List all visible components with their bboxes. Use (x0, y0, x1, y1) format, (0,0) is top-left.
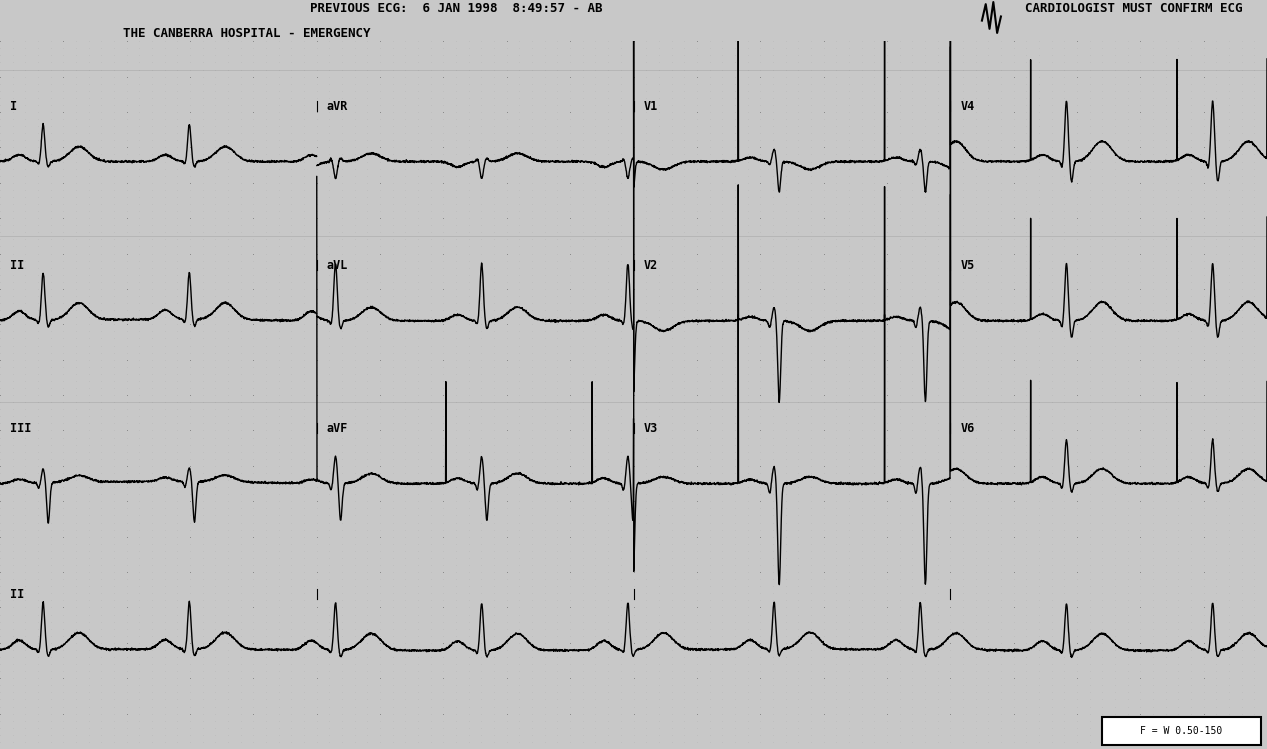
Text: F = W 0.50-150: F = W 0.50-150 (1140, 727, 1223, 736)
Text: PREVIOUS ECG:  6 JAN 1998  8:49:57 - AB: PREVIOUS ECG: 6 JAN 1998 8:49:57 - AB (310, 2, 602, 15)
Text: V6: V6 (960, 422, 974, 435)
Text: V2: V2 (644, 259, 658, 273)
Bar (1102, 717, 1261, 745)
Text: CARDIOLOGIST MUST CONFIRM ECG: CARDIOLOGIST MUST CONFIRM ECG (1025, 2, 1243, 15)
Text: I: I (10, 100, 18, 113)
Text: V5: V5 (960, 259, 974, 273)
Text: II: II (10, 259, 24, 273)
Text: aVR: aVR (327, 100, 348, 113)
Text: II: II (10, 589, 24, 601)
Text: III: III (10, 422, 32, 435)
Text: aVF: aVF (327, 422, 348, 435)
Text: V3: V3 (644, 422, 658, 435)
Text: V1: V1 (644, 100, 658, 113)
Text: aVL: aVL (327, 259, 348, 273)
Text: V4: V4 (960, 100, 974, 113)
Text: THE CANBERRA HOSPITAL - EMERGENCY: THE CANBERRA HOSPITAL - EMERGENCY (123, 27, 371, 40)
